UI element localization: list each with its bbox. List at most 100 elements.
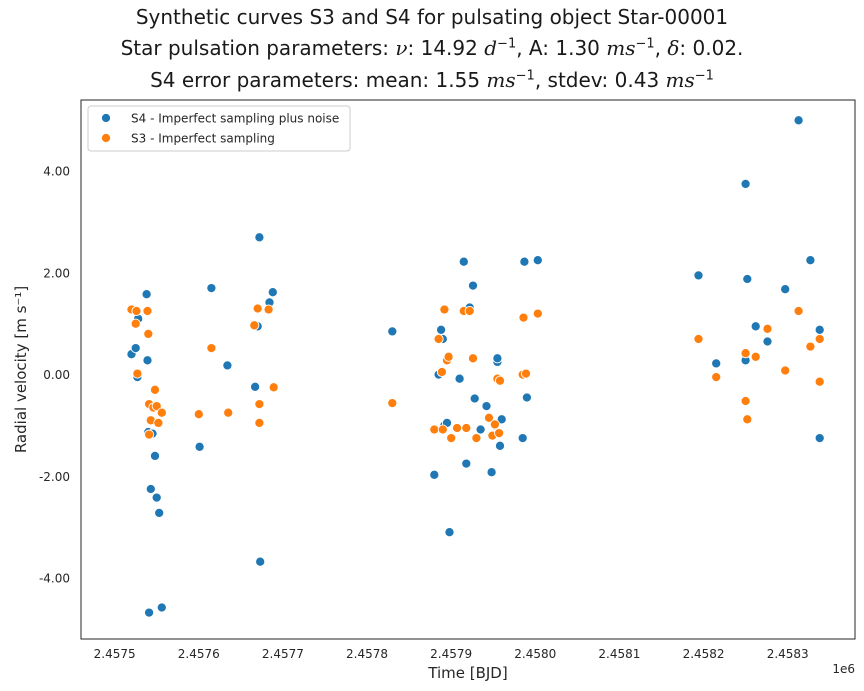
s4-point xyxy=(711,358,722,369)
y-axis-ticks: -4.00 -2.00 0.00 2.00 4.00 xyxy=(39,165,70,586)
s3-point xyxy=(461,422,472,434)
s3-point xyxy=(520,368,532,379)
s4-point xyxy=(154,507,165,518)
s4-point xyxy=(814,433,825,444)
s4-point xyxy=(519,256,530,267)
s4-point xyxy=(145,483,156,495)
s3-point xyxy=(223,407,234,418)
legend-marker xyxy=(100,112,112,124)
chart-title-line-3: S4 error parameters: mean: 1.55 ms−1, st… xyxy=(150,68,714,92)
s4-point xyxy=(429,469,440,480)
s4-point xyxy=(144,607,155,618)
s4-point xyxy=(467,280,479,291)
s3-point xyxy=(780,365,791,376)
x-tick-label: 2.4580 xyxy=(514,647,556,661)
s4-point xyxy=(532,255,543,266)
s3-point xyxy=(740,348,751,359)
s3-point xyxy=(439,304,450,315)
s3-point xyxy=(151,401,162,412)
s3-point xyxy=(693,333,704,345)
s4-point xyxy=(486,467,497,478)
s3-point xyxy=(130,318,141,329)
s4-point xyxy=(780,284,791,295)
s3-point xyxy=(814,376,825,387)
legend-label: S4 - Imperfect sampling plus noise xyxy=(131,112,339,126)
legend-label: S3 - Imperfect sampling xyxy=(131,132,275,146)
s3-point xyxy=(762,323,773,334)
legend: S4 - Imperfect sampling plus noise S3 - I… xyxy=(87,105,351,152)
s3-point xyxy=(443,351,454,362)
y-tick-label: 2.00 xyxy=(43,266,70,280)
s3-point xyxy=(153,417,164,428)
s3-point xyxy=(206,343,217,354)
s3-point xyxy=(142,305,153,317)
s4-point xyxy=(693,270,704,281)
s3-point xyxy=(518,312,529,323)
s3-point xyxy=(464,305,475,317)
y-tick-label: -4.00 xyxy=(39,571,70,585)
s4-point xyxy=(793,115,804,126)
s4-point xyxy=(740,178,751,189)
s4-point xyxy=(475,424,486,435)
s3-point xyxy=(711,372,722,383)
x-tick-label: 2.4582 xyxy=(683,647,725,661)
s4-point xyxy=(142,355,153,366)
s3-point xyxy=(252,303,263,314)
s3-point xyxy=(471,433,482,444)
s3-point xyxy=(446,433,457,444)
s4-point xyxy=(521,392,532,403)
s3-point xyxy=(254,417,265,428)
s4-point xyxy=(496,414,507,425)
s4-point xyxy=(156,602,167,613)
s4-point xyxy=(254,232,265,243)
s4-point xyxy=(517,433,528,444)
s4-point xyxy=(194,441,205,452)
s3-point xyxy=(814,333,825,345)
s4-point xyxy=(492,353,503,364)
x-tick-label: 2.4575 xyxy=(94,647,136,661)
s4-point xyxy=(742,273,753,285)
s3-point xyxy=(429,424,440,435)
s3-point xyxy=(793,305,804,317)
s4-point xyxy=(206,283,217,294)
s4-point xyxy=(469,393,480,404)
y-tick-label: 4.00 xyxy=(43,165,70,179)
s3-point xyxy=(433,333,444,345)
s3-point xyxy=(387,398,398,409)
y-tick-label: 0.00 xyxy=(43,368,70,382)
s3-point xyxy=(143,328,154,339)
s4-point xyxy=(481,401,492,412)
s4-point xyxy=(814,324,825,335)
x-tick-label: 2.4577 xyxy=(262,647,304,661)
s4-point xyxy=(461,458,472,469)
s3-point xyxy=(149,384,161,395)
s4-point xyxy=(255,556,266,567)
s4-point xyxy=(762,336,773,347)
s3-point xyxy=(131,305,142,317)
s3-point xyxy=(263,304,274,315)
s3-point xyxy=(193,409,204,420)
s3-point xyxy=(144,429,155,440)
y-tick-label: -2.00 xyxy=(39,470,70,484)
s4-point xyxy=(494,440,506,451)
x-tick-label: 2.4581 xyxy=(598,647,640,661)
s3-point xyxy=(494,428,505,439)
s4-point xyxy=(444,527,455,538)
s4-point xyxy=(387,326,398,337)
s3-point xyxy=(740,395,751,407)
s3-point xyxy=(249,320,260,331)
s3-point xyxy=(483,412,495,423)
s4-point xyxy=(149,450,161,461)
s3-point xyxy=(452,422,463,434)
s3-point xyxy=(532,308,543,319)
data-points xyxy=(126,115,825,618)
s3-point xyxy=(467,353,479,364)
s3-point xyxy=(436,366,447,378)
s4-point xyxy=(267,287,278,298)
x-tick-label: 2.4576 xyxy=(178,647,220,661)
s3-point xyxy=(742,414,753,425)
s3-point xyxy=(254,399,265,410)
x-axis-ticks: 2.4575 2.4576 2.4577 2.4578 2.4579 2.4580 2.45… xyxy=(94,647,809,661)
s4-point xyxy=(222,360,233,371)
